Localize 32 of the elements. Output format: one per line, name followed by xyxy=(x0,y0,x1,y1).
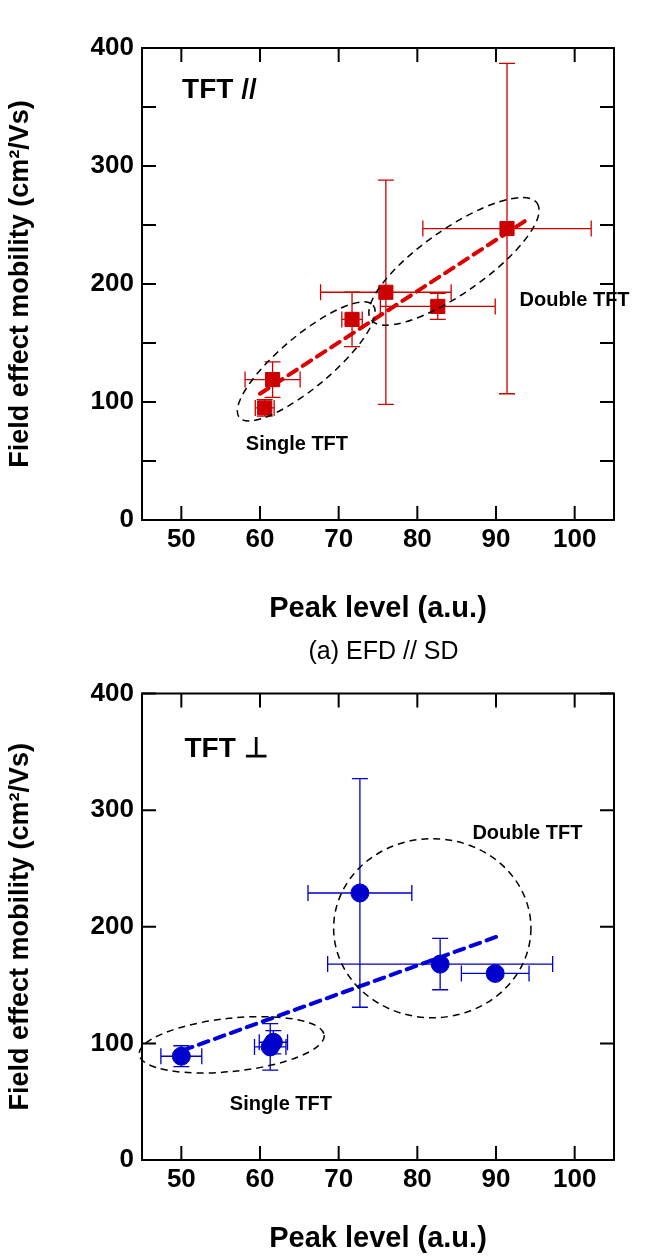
y-tick-label: 0 xyxy=(119,503,134,534)
y-tick-label: 300 xyxy=(90,149,134,180)
y-tick-label: 100 xyxy=(90,385,134,416)
x-tick-label: 60 xyxy=(245,522,275,553)
y-tick-label: 200 xyxy=(90,267,134,298)
x-tick-label: 80 xyxy=(402,522,432,553)
x-tick-label: 80 xyxy=(402,1162,432,1193)
text: (a) EFD // SD xyxy=(307,635,460,666)
x-tick-label: 60 xyxy=(245,1162,275,1193)
y-tick-label: 400 xyxy=(90,676,134,707)
annotation: TFT ⊥ xyxy=(184,732,268,764)
y-tick-label: 200 xyxy=(90,909,134,940)
x-tick-label: 70 xyxy=(324,522,354,553)
annotation: Single TFT xyxy=(229,1091,333,1114)
y-tick-label: 0 xyxy=(119,1143,134,1174)
y-axis-title: Field effect mobility (cm²/Vs) xyxy=(3,743,34,1111)
x-axis-title: Peak level (a.u.) xyxy=(269,1220,487,1253)
annotation: Double TFT xyxy=(472,821,583,844)
x-tick-label: 50 xyxy=(166,522,196,553)
x-tick-label: 90 xyxy=(481,1162,511,1193)
y-tick-label: 400 xyxy=(90,31,134,62)
x-axis-title: Peak level (a.u.) xyxy=(269,590,487,623)
annotation: Single TFT xyxy=(245,432,349,454)
x-tick-label: 50 xyxy=(166,1162,196,1193)
y-tick-label: 300 xyxy=(90,793,134,824)
x-tick-label: 70 xyxy=(324,1162,354,1193)
x-tick-label: 100 xyxy=(552,522,597,553)
annotation: TFT // xyxy=(182,73,257,105)
x-tick-label: 100 xyxy=(552,1162,597,1193)
y-tick-label: 100 xyxy=(90,1026,134,1057)
y-axis-title: Field effect mobility (cm²/Vs) xyxy=(3,100,34,468)
x-tick-label: 90 xyxy=(481,522,511,553)
